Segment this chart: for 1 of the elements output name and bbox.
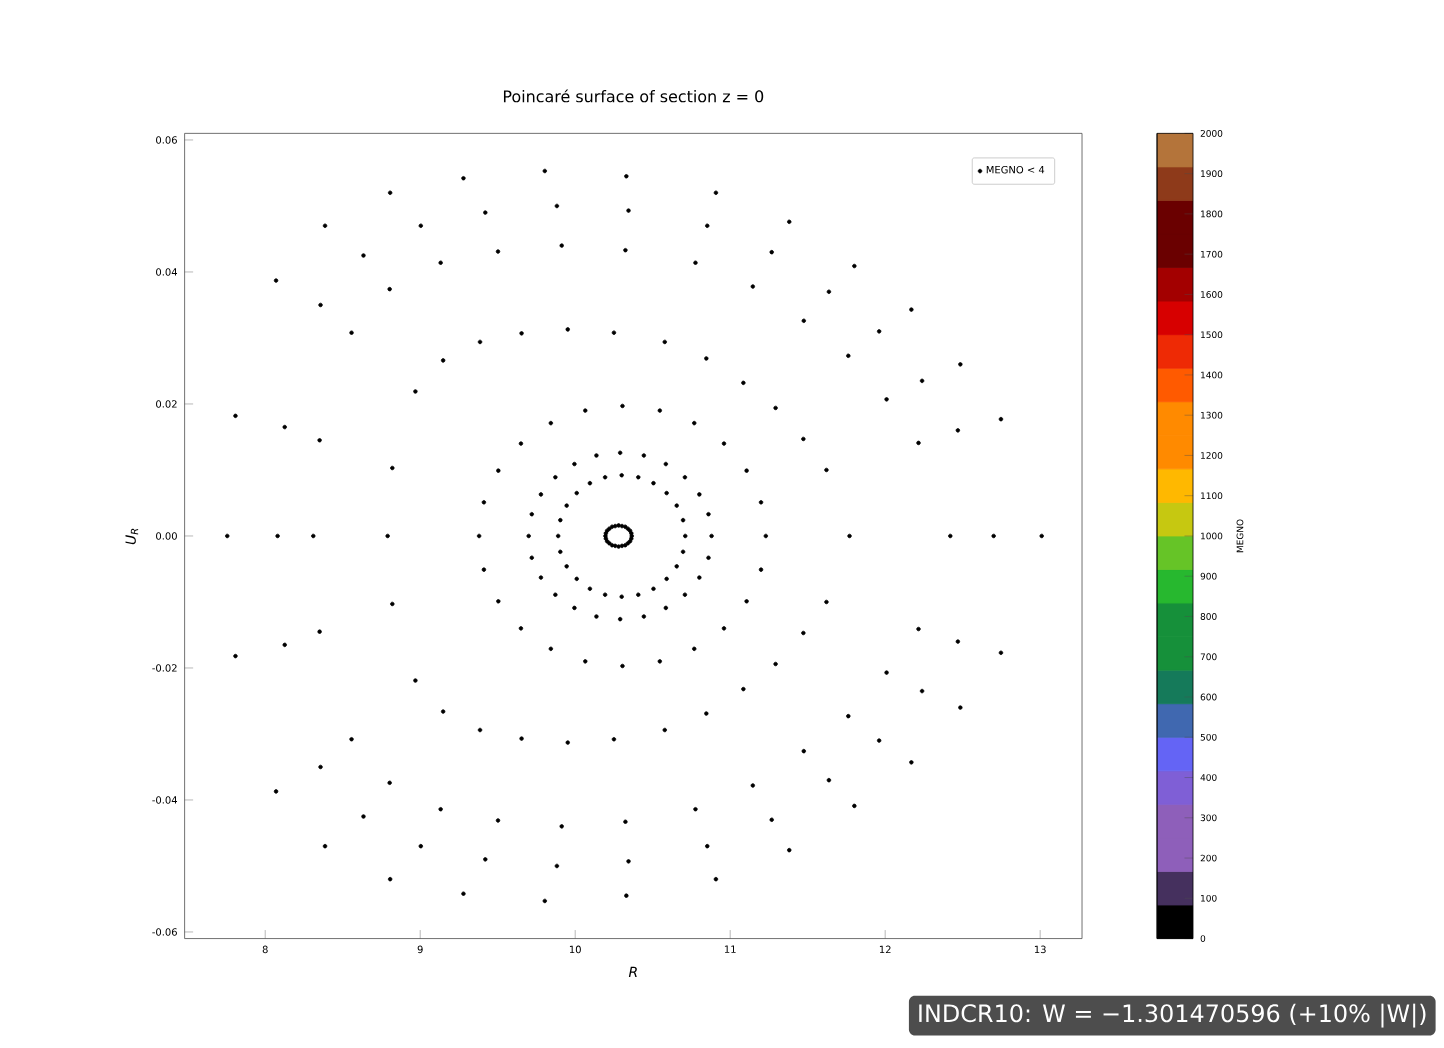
text: INDCR10: W = −1.301470596 (+10% |W|) bbox=[919, 1003, 1426, 1028]
